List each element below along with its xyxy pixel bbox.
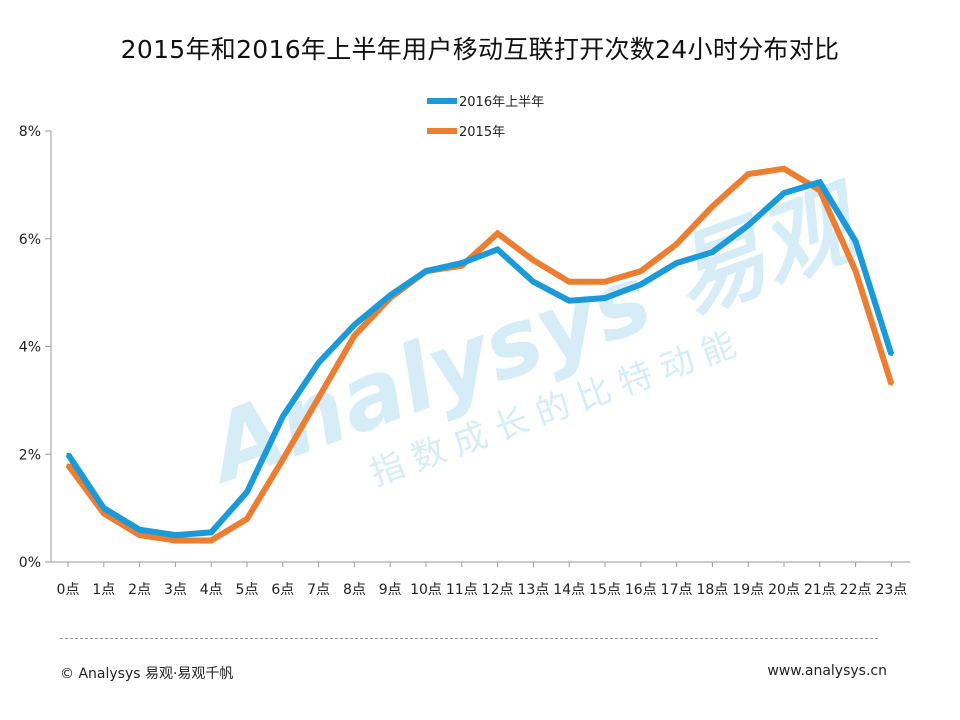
data-point — [209, 530, 213, 534]
data-point — [66, 452, 70, 456]
x-tick-label: 13点 — [517, 582, 549, 598]
data-point — [710, 250, 714, 254]
y-tick-label: 8% — [19, 124, 41, 140]
data-point — [603, 280, 607, 284]
data-point — [102, 512, 106, 516]
data-point — [138, 533, 142, 537]
legend-label: 2015年 — [459, 125, 505, 140]
data-point — [710, 204, 714, 208]
data-point — [352, 323, 356, 327]
data-point — [675, 242, 679, 246]
y-tick-label: 0% — [19, 555, 41, 571]
x-tick-label: 21点 — [804, 582, 836, 598]
x-tick-label: 6点 — [271, 582, 294, 598]
x-tick-label: 9点 — [379, 582, 402, 598]
data-point — [496, 231, 500, 235]
data-point — [352, 334, 356, 338]
chart-title: 2015年和2016年上半年用户移动互联打开次数24小时分布对比 — [120, 35, 840, 64]
data-point — [281, 458, 285, 462]
x-tick-label: 20点 — [768, 582, 800, 598]
data-point — [496, 248, 500, 252]
x-tick-label: 7点 — [307, 582, 330, 598]
x-tick-label: 23点 — [875, 582, 907, 598]
data-point — [317, 396, 321, 400]
data-point — [746, 172, 750, 176]
legend: 2016年上半年 2015年 — [427, 95, 544, 140]
series-layer — [65, 165, 895, 544]
x-tick-label: 1点 — [92, 582, 115, 598]
data-point — [854, 269, 858, 273]
data-point — [281, 415, 285, 419]
data-point — [66, 463, 70, 467]
data-point — [317, 361, 321, 365]
x-tick-label: 0点 — [57, 582, 80, 598]
legend-label: 2016年上半年 — [459, 95, 544, 110]
x-tick-label: 10点 — [410, 582, 442, 598]
data-point — [889, 382, 893, 386]
y-ticks: 0% 2% 4% 6% 8% — [19, 124, 51, 571]
footer-divider — [60, 638, 878, 639]
data-point — [675, 261, 679, 265]
data-point — [854, 239, 858, 243]
x-tick-label: 12点 — [482, 582, 514, 598]
data-point — [818, 188, 822, 192]
data-point — [209, 538, 213, 542]
x-tick-label: 3点 — [164, 582, 187, 598]
data-point — [424, 269, 428, 273]
x-tick-label: 19点 — [732, 582, 764, 598]
x-tick-label: 18点 — [696, 582, 728, 598]
data-point — [639, 269, 643, 273]
watermark-logo: Analysys 易观 — [190, 167, 879, 505]
series-line-1 — [65, 165, 895, 544]
data-point — [603, 296, 607, 300]
footer-website: www.analysys.cn — [767, 663, 887, 679]
data-point — [138, 528, 142, 532]
data-point — [782, 167, 786, 171]
data-point — [746, 223, 750, 227]
data-point — [782, 191, 786, 195]
data-point — [818, 180, 822, 184]
data-point — [388, 293, 392, 297]
y-tick-label: 6% — [19, 232, 41, 248]
data-point — [531, 280, 535, 284]
data-point — [460, 261, 464, 265]
y-tick-label: 2% — [19, 447, 41, 463]
data-point — [245, 517, 249, 521]
x-tick-label: 17点 — [661, 582, 693, 598]
x-tick-label: 11点 — [446, 582, 478, 598]
x-ticks: 0点 1点 2点 3点 4点 5点 6点 7点 8点 9点 10点 11点 12点 13点 14点 15点 16… — [57, 562, 907, 598]
x-tick-label: 15点 — [589, 582, 621, 598]
data-point — [173, 533, 177, 537]
x-tick-label: 4点 — [200, 582, 223, 598]
data-point — [889, 353, 893, 357]
data-point — [567, 299, 571, 303]
x-tick-label: 14点 — [553, 582, 585, 598]
series-line-0 — [65, 178, 895, 539]
x-tick-label: 22点 — [840, 582, 872, 598]
data-point — [567, 280, 571, 284]
x-tick-label: 16点 — [625, 582, 657, 598]
data-point — [173, 538, 177, 542]
y-tick-label: 4% — [19, 340, 41, 356]
watermark: Analysys 易观 指数成长的比特动能 — [190, 167, 879, 505]
x-tick-label: 5点 — [236, 582, 259, 598]
x-tick-label: 2点 — [128, 582, 151, 598]
data-point — [102, 506, 106, 510]
data-point — [639, 283, 643, 287]
footer-copyright: © Analysys 易观·易观千帆 — [60, 666, 234, 682]
data-point — [245, 490, 249, 494]
data-point — [531, 258, 535, 262]
x-tick-label: 8点 — [343, 582, 366, 598]
